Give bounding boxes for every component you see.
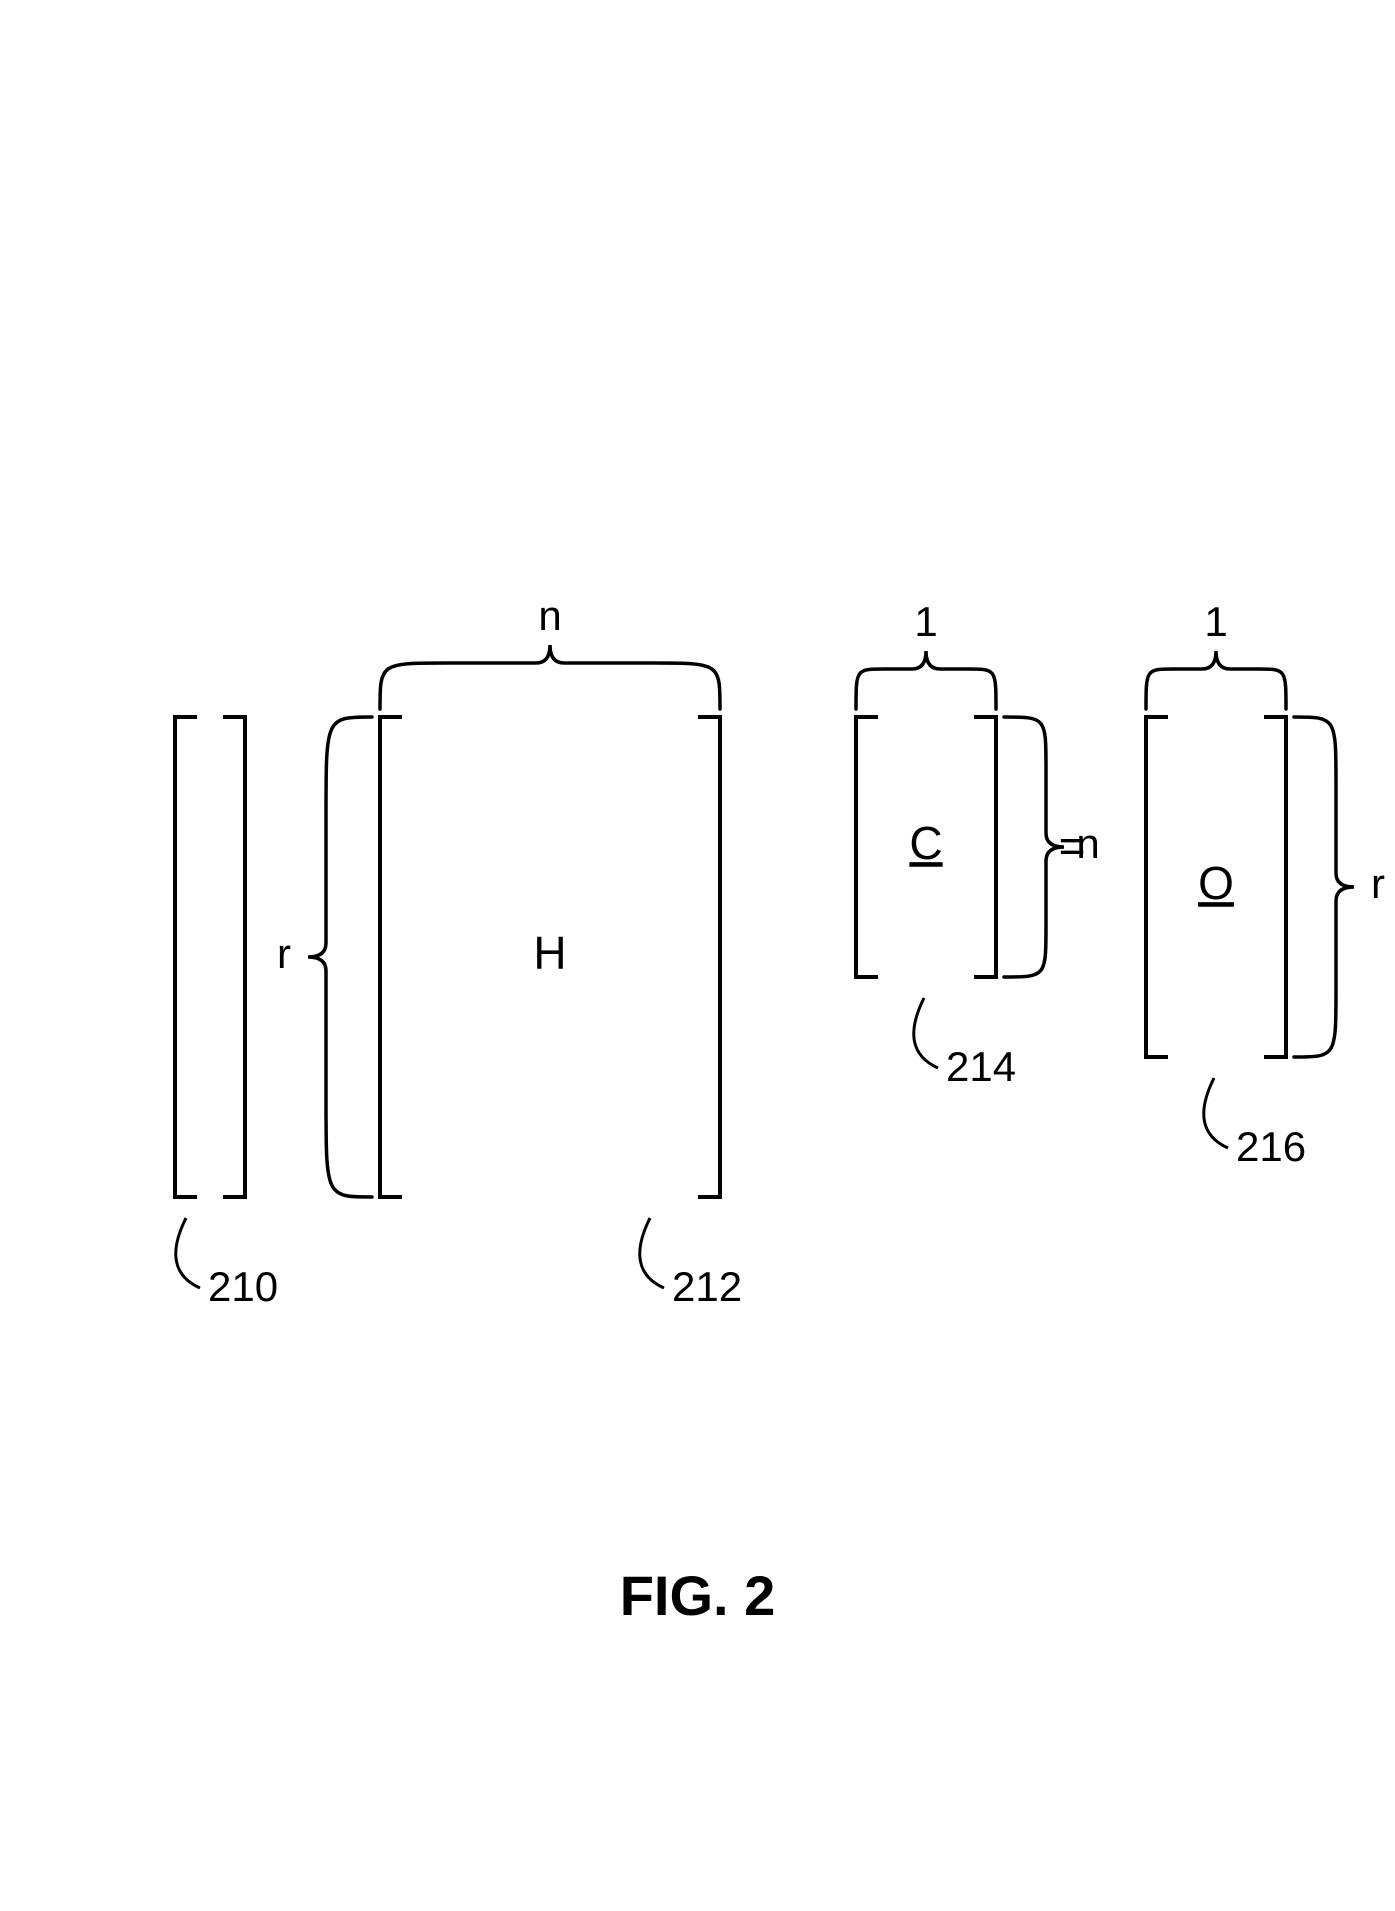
bracket-left bbox=[856, 717, 878, 977]
dim-O_right_r: r bbox=[1371, 860, 1385, 907]
ref-C: 214 bbox=[946, 1043, 1016, 1090]
figure-caption: FIG. 2 bbox=[620, 1564, 776, 1627]
brace-C_right_n bbox=[1004, 717, 1064, 977]
equals-sign: = bbox=[1059, 820, 1086, 872]
bracket-right bbox=[1264, 717, 1286, 1057]
ref-bracket210: 210 bbox=[208, 1263, 278, 1310]
matrix-C-label: C bbox=[909, 817, 942, 869]
bracket-right bbox=[698, 717, 720, 1197]
dim-H_top_n: n bbox=[538, 592, 561, 639]
brace-H_left_r bbox=[308, 717, 372, 1197]
brace-O_right_r bbox=[1294, 717, 1354, 1057]
bracket-right bbox=[974, 717, 996, 977]
ref-H: 212 bbox=[672, 1263, 742, 1310]
brace-H_top_n bbox=[380, 645, 720, 709]
lead-line-O bbox=[1204, 1078, 1228, 1148]
figure-canvas: 210H212C214O216rn1n1r=FIG. 2 bbox=[0, 0, 1395, 1911]
bracket-left bbox=[1146, 717, 1168, 1057]
matrix-O-label: O bbox=[1198, 857, 1234, 909]
lead-line-bracket210 bbox=[176, 1218, 200, 1288]
dim-H_left_r: r bbox=[277, 930, 291, 977]
bracket-right bbox=[223, 717, 245, 1197]
lead-line-C bbox=[914, 998, 938, 1068]
ref-O: 216 bbox=[1236, 1123, 1306, 1170]
lead-line-H bbox=[640, 1218, 664, 1288]
brace-O_top_1 bbox=[1146, 651, 1286, 709]
dim-C_top_1: 1 bbox=[914, 598, 937, 645]
bracket-left bbox=[175, 717, 197, 1197]
bracket-left bbox=[380, 717, 402, 1197]
brace-C_top_1 bbox=[856, 651, 996, 709]
matrix-H-label: H bbox=[533, 927, 566, 979]
dim-O_top_1: 1 bbox=[1204, 598, 1227, 645]
